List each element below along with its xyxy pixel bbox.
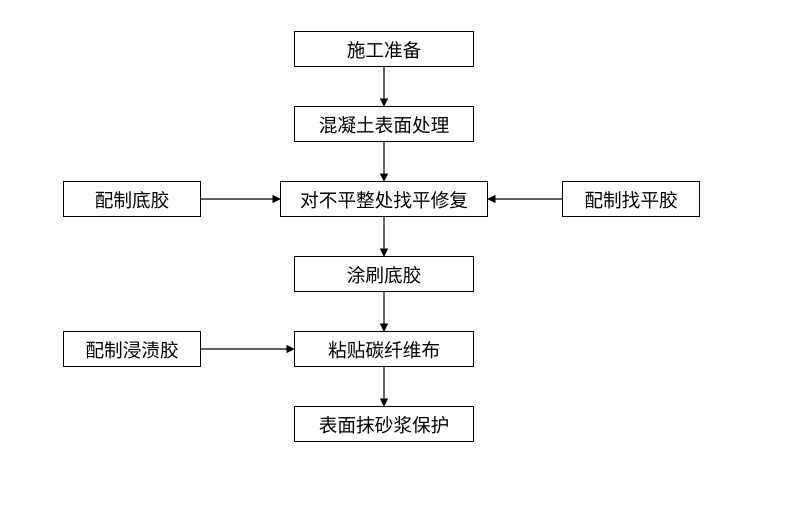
node-label: 施工准备 — [347, 36, 422, 63]
flow-node-n5: 粘贴碳纤维布 — [294, 331, 474, 367]
node-label: 表面抹砂浆保护 — [319, 411, 450, 438]
flow-node-s3: 配制浸渍胶 — [63, 331, 201, 367]
node-label: 粘贴碳纤维布 — [328, 336, 440, 363]
flowchart-canvas: 施工准备 混凝土表面处理 对不平整处找平修复 涂刷底胶 粘贴碳纤维布 表面抹砂浆… — [0, 0, 800, 530]
flow-node-n3: 对不平整处找平修复 — [280, 181, 488, 217]
node-label: 混凝土表面处理 — [319, 111, 450, 138]
flow-node-n2: 混凝土表面处理 — [294, 106, 474, 142]
node-label: 对不平整处找平修复 — [300, 186, 468, 213]
node-label: 涂刷底胶 — [347, 261, 422, 288]
flow-node-n6: 表面抹砂浆保护 — [294, 406, 474, 442]
node-label: 配制底胶 — [95, 186, 170, 213]
flow-node-s2: 配制找平胶 — [562, 181, 700, 217]
node-label: 配制找平胶 — [584, 186, 677, 213]
node-label: 配制浸渍胶 — [85, 336, 178, 363]
flow-node-n4: 涂刷底胶 — [294, 256, 474, 292]
flow-node-n1: 施工准备 — [294, 31, 474, 67]
flow-node-s1: 配制底胶 — [63, 181, 201, 217]
